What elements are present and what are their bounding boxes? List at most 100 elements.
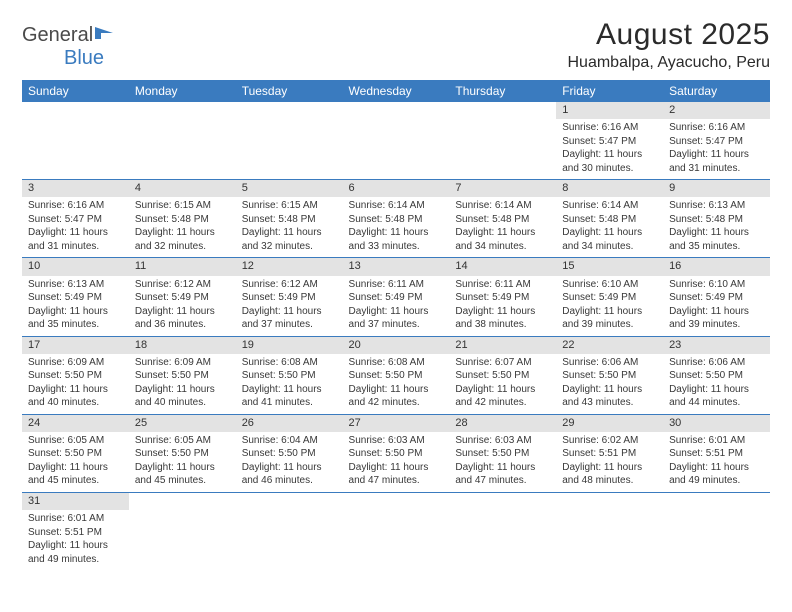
day-number: 11 <box>129 258 236 275</box>
day-data: Sunrise: 6:09 AMSunset: 5:50 PMDaylight:… <box>129 354 236 414</box>
day-data: Sunrise: 6:08 AMSunset: 5:50 PMDaylight:… <box>343 354 450 414</box>
calendar-day-cell: 1Sunrise: 6:16 AMSunset: 5:47 PMDaylight… <box>556 102 663 180</box>
calendar-day-cell: 3Sunrise: 6:16 AMSunset: 5:47 PMDaylight… <box>22 180 129 258</box>
day-number: 24 <box>22 415 129 432</box>
day-number: 20 <box>343 337 450 354</box>
day-number: 1 <box>556 102 663 119</box>
calendar-day-cell: 22Sunrise: 6:06 AMSunset: 5:50 PMDayligh… <box>556 336 663 414</box>
weekday-header: Tuesday <box>236 80 343 102</box>
day-data: Sunrise: 6:02 AMSunset: 5:51 PMDaylight:… <box>556 432 663 492</box>
weekday-header: Saturday <box>663 80 770 102</box>
day-data: Sunrise: 6:05 AMSunset: 5:50 PMDaylight:… <box>129 432 236 492</box>
calendar-day-cell: 10Sunrise: 6:13 AMSunset: 5:49 PMDayligh… <box>22 258 129 336</box>
calendar-day-cell: 20Sunrise: 6:08 AMSunset: 5:50 PMDayligh… <box>343 336 450 414</box>
day-data: Sunrise: 6:11 AMSunset: 5:49 PMDaylight:… <box>343 276 450 336</box>
weekday-header: Monday <box>129 80 236 102</box>
day-number: 28 <box>449 415 556 432</box>
calendar-week-row: 10Sunrise: 6:13 AMSunset: 5:49 PMDayligh… <box>22 258 770 336</box>
day-data: Sunrise: 6:16 AMSunset: 5:47 PMDaylight:… <box>22 197 129 257</box>
calendar-day-cell: 27Sunrise: 6:03 AMSunset: 5:50 PMDayligh… <box>343 414 450 492</box>
calendar-empty-cell <box>449 492 556 570</box>
calendar-empty-cell <box>343 102 450 180</box>
calendar-day-cell: 18Sunrise: 6:09 AMSunset: 5:50 PMDayligh… <box>129 336 236 414</box>
day-data: Sunrise: 6:10 AMSunset: 5:49 PMDaylight:… <box>663 276 770 336</box>
logo-text: GeneralBlue <box>22 24 119 70</box>
calendar-day-cell: 30Sunrise: 6:01 AMSunset: 5:51 PMDayligh… <box>663 414 770 492</box>
day-number: 27 <box>343 415 450 432</box>
day-number: 25 <box>129 415 236 432</box>
header: GeneralBlue August 2025 Huambalpa, Ayacu… <box>22 18 770 72</box>
calendar-empty-cell <box>449 102 556 180</box>
day-number: 30 <box>663 415 770 432</box>
page-title: August 2025 <box>568 18 771 52</box>
calendar-week-row: 17Sunrise: 6:09 AMSunset: 5:50 PMDayligh… <box>22 336 770 414</box>
calendar-empty-cell <box>129 102 236 180</box>
calendar-day-cell: 8Sunrise: 6:14 AMSunset: 5:48 PMDaylight… <box>556 180 663 258</box>
day-data: Sunrise: 6:12 AMSunset: 5:49 PMDaylight:… <box>129 276 236 336</box>
day-number: 13 <box>343 258 450 275</box>
calendar-empty-cell <box>343 492 450 570</box>
day-data: Sunrise: 6:09 AMSunset: 5:50 PMDaylight:… <box>22 354 129 414</box>
day-data: Sunrise: 6:16 AMSunset: 5:47 PMDaylight:… <box>663 119 770 179</box>
day-data: Sunrise: 6:07 AMSunset: 5:50 PMDaylight:… <box>449 354 556 414</box>
day-data: Sunrise: 6:13 AMSunset: 5:49 PMDaylight:… <box>22 276 129 336</box>
calendar-day-cell: 11Sunrise: 6:12 AMSunset: 5:49 PMDayligh… <box>129 258 236 336</box>
calendar-day-cell: 24Sunrise: 6:05 AMSunset: 5:50 PMDayligh… <box>22 414 129 492</box>
day-data: Sunrise: 6:03 AMSunset: 5:50 PMDaylight:… <box>449 432 556 492</box>
calendar-empty-cell <box>22 102 129 180</box>
calendar-table: SundayMondayTuesdayWednesdayThursdayFrid… <box>22 80 770 570</box>
weekday-header: Sunday <box>22 80 129 102</box>
day-number: 15 <box>556 258 663 275</box>
day-number: 18 <box>129 337 236 354</box>
calendar-day-cell: 5Sunrise: 6:15 AMSunset: 5:48 PMDaylight… <box>236 180 343 258</box>
calendar-day-cell: 25Sunrise: 6:05 AMSunset: 5:50 PMDayligh… <box>129 414 236 492</box>
day-data: Sunrise: 6:01 AMSunset: 5:51 PMDaylight:… <box>663 432 770 492</box>
title-block: August 2025 Huambalpa, Ayacucho, Peru <box>568 18 771 72</box>
calendar-week-row: 31Sunrise: 6:01 AMSunset: 5:51 PMDayligh… <box>22 492 770 570</box>
calendar-empty-cell <box>236 492 343 570</box>
calendar-day-cell: 16Sunrise: 6:10 AMSunset: 5:49 PMDayligh… <box>663 258 770 336</box>
day-number: 23 <box>663 337 770 354</box>
day-data: Sunrise: 6:14 AMSunset: 5:48 PMDaylight:… <box>449 197 556 257</box>
day-number: 2 <box>663 102 770 119</box>
calendar-empty-cell <box>129 492 236 570</box>
calendar-week-row: 3Sunrise: 6:16 AMSunset: 5:47 PMDaylight… <box>22 180 770 258</box>
day-data: Sunrise: 6:04 AMSunset: 5:50 PMDaylight:… <box>236 432 343 492</box>
day-data: Sunrise: 6:03 AMSunset: 5:50 PMDaylight:… <box>343 432 450 492</box>
calendar-day-cell: 19Sunrise: 6:08 AMSunset: 5:50 PMDayligh… <box>236 336 343 414</box>
day-data: Sunrise: 6:12 AMSunset: 5:49 PMDaylight:… <box>236 276 343 336</box>
calendar-day-cell: 17Sunrise: 6:09 AMSunset: 5:50 PMDayligh… <box>22 336 129 414</box>
day-data: Sunrise: 6:14 AMSunset: 5:48 PMDaylight:… <box>343 197 450 257</box>
calendar-day-cell: 14Sunrise: 6:11 AMSunset: 5:49 PMDayligh… <box>449 258 556 336</box>
weekday-header: Thursday <box>449 80 556 102</box>
calendar-week-row: 1Sunrise: 6:16 AMSunset: 5:47 PMDaylight… <box>22 102 770 180</box>
day-number: 7 <box>449 180 556 197</box>
calendar-day-cell: 6Sunrise: 6:14 AMSunset: 5:48 PMDaylight… <box>343 180 450 258</box>
day-data: Sunrise: 6:08 AMSunset: 5:50 PMDaylight:… <box>236 354 343 414</box>
day-data: Sunrise: 6:15 AMSunset: 5:48 PMDaylight:… <box>129 197 236 257</box>
day-number: 19 <box>236 337 343 354</box>
day-data: Sunrise: 6:15 AMSunset: 5:48 PMDaylight:… <box>236 197 343 257</box>
day-number: 17 <box>22 337 129 354</box>
calendar-day-cell: 13Sunrise: 6:11 AMSunset: 5:49 PMDayligh… <box>343 258 450 336</box>
logo-text-blue: Blue <box>64 47 104 69</box>
calendar-day-cell: 28Sunrise: 6:03 AMSunset: 5:50 PMDayligh… <box>449 414 556 492</box>
calendar-day-cell: 12Sunrise: 6:12 AMSunset: 5:49 PMDayligh… <box>236 258 343 336</box>
day-number: 21 <box>449 337 556 354</box>
day-number: 10 <box>22 258 129 275</box>
calendar-day-cell: 2Sunrise: 6:16 AMSunset: 5:47 PMDaylight… <box>663 102 770 180</box>
calendar-empty-cell <box>236 102 343 180</box>
calendar-day-cell: 23Sunrise: 6:06 AMSunset: 5:50 PMDayligh… <box>663 336 770 414</box>
calendar-day-cell: 31Sunrise: 6:01 AMSunset: 5:51 PMDayligh… <box>22 492 129 570</box>
logo: GeneralBlue <box>22 24 119 70</box>
calendar-day-cell: 26Sunrise: 6:04 AMSunset: 5:50 PMDayligh… <box>236 414 343 492</box>
day-number: 9 <box>663 180 770 197</box>
day-number: 29 <box>556 415 663 432</box>
day-number: 5 <box>236 180 343 197</box>
day-number: 6 <box>343 180 450 197</box>
calendar-day-cell: 4Sunrise: 6:15 AMSunset: 5:48 PMDaylight… <box>129 180 236 258</box>
day-data: Sunrise: 6:14 AMSunset: 5:48 PMDaylight:… <box>556 197 663 257</box>
calendar-empty-cell <box>663 492 770 570</box>
day-data: Sunrise: 6:11 AMSunset: 5:49 PMDaylight:… <box>449 276 556 336</box>
day-number: 3 <box>22 180 129 197</box>
